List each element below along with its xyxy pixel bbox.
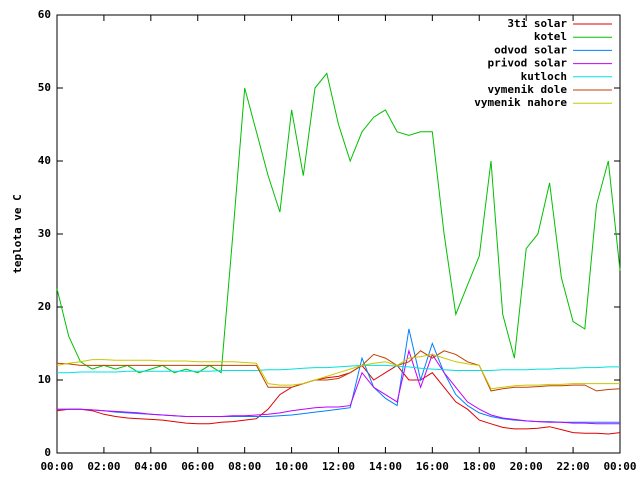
legend-label: kutloch [521,70,567,83]
x-tick-label: 22:00 [557,460,590,473]
legend-label: privod solar [488,57,568,70]
x-tick-label: 00:00 [40,460,73,473]
x-tick-label: 10:00 [275,460,308,473]
legend-label: vymenik nahore [474,96,567,109]
x-tick-label: 16:00 [416,460,449,473]
x-tick-label: 12:00 [322,460,355,473]
y-tick-label: 10 [38,373,51,386]
x-tick-label: 06:00 [181,460,214,473]
y-tick-label: 0 [44,446,51,459]
legend-label: 3ti solar [507,17,567,30]
y-tick-label: 50 [38,81,51,94]
series-line [56,72,621,374]
series-line [57,328,620,423]
y-axis-label: teplota ve C [11,194,24,273]
x-tick-label: 04:00 [134,460,167,473]
y-tick-label: 40 [38,154,51,167]
series-line [56,350,621,392]
x-tick-label: 18:00 [463,460,496,473]
x-tick-label: 20:00 [510,460,543,473]
x-tick-label: 02:00 [87,460,120,473]
x-tick-label: 14:00 [369,460,402,473]
legend-label: vymenik dole [488,83,568,96]
series-line [57,364,620,374]
x-tick-label: 00:00 [603,460,636,473]
x-tick-label: 08:00 [228,460,261,473]
series-line [57,348,620,425]
y-tick-label: 30 [38,227,51,240]
series-line [56,353,620,390]
legend-label: kotel [534,30,567,43]
legend-label: odvod solar [494,43,567,56]
y-tick-label: 60 [38,8,51,21]
series-line [56,364,621,435]
y-tick-label: 20 [38,300,51,313]
